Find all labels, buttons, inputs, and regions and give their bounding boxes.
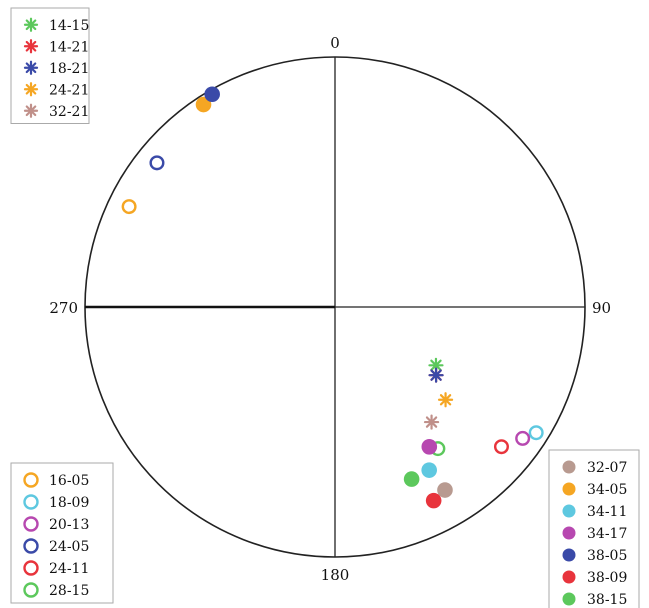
legend-label: 14-15 <box>49 18 89 34</box>
point-24-11 <box>493 439 509 455</box>
legend-label: 38-05 <box>587 548 627 564</box>
point-34-05 <box>195 96 212 113</box>
legend-label: 24-05 <box>49 539 89 555</box>
point-38-15 <box>403 471 420 487</box>
data-points <box>121 86 544 509</box>
legend-box <box>10 7 90 124</box>
legend-marker-16-05 <box>23 472 39 488</box>
legend-marker-38-05 <box>562 548 576 562</box>
point-38-09 <box>425 492 442 509</box>
azimuth-label-north: 0 <box>330 34 340 52</box>
legend-marker-14-15 <box>23 17 39 32</box>
legend-bottom-right: 32-07 34-05 34-11 34-17 38-05 38-09 38-15 <box>548 449 640 608</box>
legend-marker-38-15 <box>562 592 576 606</box>
legend-label: 16-05 <box>49 473 89 489</box>
legend-label: 24-11 <box>49 561 89 577</box>
legend-label: 34-11 <box>587 504 627 520</box>
point-34-11 <box>421 462 437 478</box>
point-20-13 <box>515 430 531 446</box>
legend-marker-20-13 <box>23 516 39 532</box>
point-18-21 <box>428 367 444 383</box>
net-frame: 0 90 180 270 <box>49 34 611 584</box>
legend-label: 18-09 <box>49 495 89 511</box>
legend-marker-32-07 <box>562 460 576 474</box>
legend-marker-24-05 <box>23 538 39 554</box>
legend-label: 34-05 <box>587 482 627 498</box>
legend-label: 20-13 <box>49 517 89 533</box>
legend-marker-34-11 <box>562 504 576 518</box>
legend-marker-38-09 <box>562 570 576 584</box>
legend-label: 32-07 <box>587 460 627 476</box>
legend-label: 14-21 <box>49 39 89 55</box>
azimuth-label-south: 180 <box>321 566 350 584</box>
point-38-05 <box>204 86 220 103</box>
legends: 14-15 14-21 18-21 24-21 32-21 16-05 18-09 20-13… <box>10 7 640 608</box>
legend-label: 24-21 <box>49 82 89 98</box>
legend-marker-32-21 <box>23 103 39 118</box>
legend-marker-18-09 <box>23 494 39 510</box>
azimuth-label-east: 90 <box>592 299 611 317</box>
legend-label: 38-09 <box>587 570 627 586</box>
legend-marker-18-21 <box>23 60 39 75</box>
point-24-21 <box>437 392 454 408</box>
point-16-05 <box>121 199 137 215</box>
legend-marker-24-21 <box>23 82 39 97</box>
point-32-07 <box>437 482 453 498</box>
legend-marker-28-15 <box>23 582 39 598</box>
point-32-21 <box>423 414 440 430</box>
legend-marker-24-11 <box>23 560 39 576</box>
legend-marker-34-17 <box>562 526 576 540</box>
legend-top-left: 14-15 14-21 18-21 24-21 32-21 <box>10 7 90 124</box>
legend-label: 38-15 <box>587 592 627 608</box>
point-34-17 <box>421 438 438 455</box>
point-24-05 <box>149 155 165 171</box>
point-14-15 <box>428 357 444 373</box>
legend-label: 34-17 <box>587 526 627 542</box>
legend-bottom-left: 16-05 18-09 20-13 24-05 24-11 28-15 <box>10 462 114 604</box>
azimuth-label-west: 270 <box>49 299 78 317</box>
point-18-09 <box>528 425 544 441</box>
legend-label: 32-21 <box>49 104 89 120</box>
legend-label: 28-15 <box>49 583 89 599</box>
legend-label: 18-21 <box>49 61 89 77</box>
legend-marker-34-05 <box>562 482 576 496</box>
legend-marker-14-21 <box>23 39 39 54</box>
